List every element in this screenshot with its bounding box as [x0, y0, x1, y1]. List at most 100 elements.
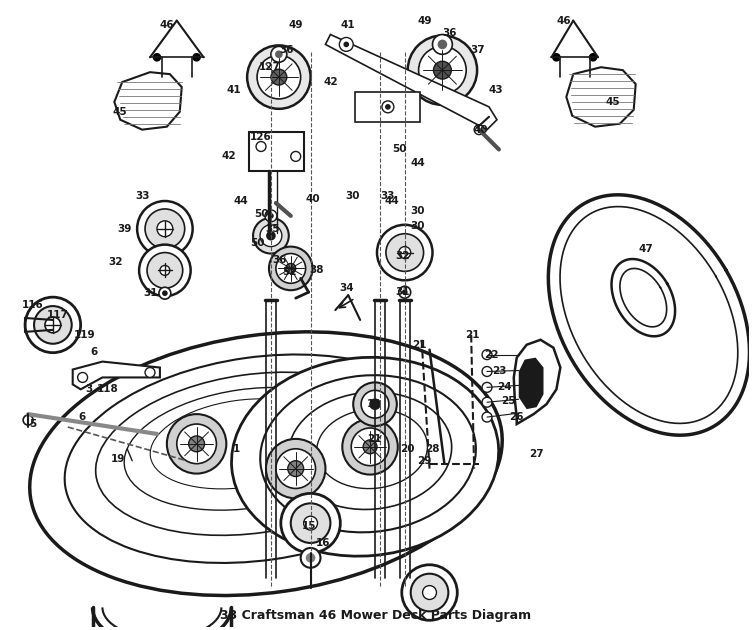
Circle shape: [189, 436, 205, 452]
Circle shape: [301, 548, 320, 568]
Text: 24: 24: [498, 382, 512, 392]
Text: 45: 45: [605, 97, 620, 107]
Polygon shape: [519, 358, 544, 409]
Circle shape: [280, 493, 341, 553]
Text: 33: 33: [135, 191, 150, 201]
Ellipse shape: [30, 332, 502, 595]
Text: 116: 116: [22, 300, 44, 310]
Text: 26: 26: [510, 412, 524, 422]
Text: 31: 31: [144, 288, 158, 298]
Circle shape: [590, 54, 596, 60]
Circle shape: [474, 125, 484, 135]
Circle shape: [271, 47, 287, 62]
Circle shape: [266, 439, 326, 498]
Circle shape: [377, 225, 432, 280]
Text: 46: 46: [159, 20, 174, 30]
Circle shape: [269, 246, 313, 290]
Circle shape: [482, 367, 492, 377]
Text: 29: 29: [417, 455, 432, 466]
Circle shape: [247, 45, 311, 109]
Circle shape: [307, 554, 314, 562]
Circle shape: [276, 253, 305, 284]
Circle shape: [432, 35, 452, 54]
Text: 49: 49: [417, 16, 432, 26]
Circle shape: [139, 244, 191, 296]
Circle shape: [269, 214, 273, 218]
Polygon shape: [566, 67, 635, 127]
Polygon shape: [73, 362, 160, 389]
Text: 35: 35: [265, 224, 280, 234]
Text: 36: 36: [280, 45, 294, 55]
Text: 32: 32: [396, 251, 410, 261]
Text: 117: 117: [47, 310, 68, 320]
Circle shape: [167, 414, 226, 474]
Circle shape: [419, 47, 466, 94]
Text: 28: 28: [425, 444, 440, 454]
Text: 36: 36: [442, 28, 456, 38]
Text: 21: 21: [367, 434, 381, 444]
Text: 42: 42: [323, 77, 338, 87]
Circle shape: [370, 399, 380, 409]
Text: 50: 50: [393, 144, 407, 154]
Circle shape: [288, 461, 304, 476]
Circle shape: [147, 253, 183, 289]
Text: 5: 5: [29, 419, 37, 429]
Circle shape: [482, 398, 492, 407]
Circle shape: [351, 428, 389, 466]
Text: 33 Craftsman 46 Mower Deck Parts Diagram: 33 Craftsman 46 Mower Deck Parts Diagram: [220, 609, 532, 622]
Text: 127: 127: [259, 62, 281, 72]
Text: 42: 42: [222, 151, 237, 161]
Text: 21: 21: [412, 340, 427, 350]
Circle shape: [403, 290, 407, 294]
Text: 40: 40: [305, 194, 320, 204]
Circle shape: [344, 42, 348, 47]
Text: 16: 16: [317, 538, 331, 548]
Circle shape: [438, 40, 447, 49]
Circle shape: [267, 232, 275, 239]
Circle shape: [271, 69, 287, 85]
Text: 30: 30: [411, 220, 425, 231]
Circle shape: [386, 105, 390, 109]
Circle shape: [553, 54, 560, 60]
Text: 22: 22: [484, 350, 499, 360]
Circle shape: [25, 297, 80, 353]
Text: 32: 32: [108, 258, 123, 268]
Text: 23: 23: [492, 367, 506, 377]
Text: 52: 52: [283, 267, 297, 277]
Circle shape: [304, 516, 317, 530]
Circle shape: [286, 263, 296, 273]
Text: 21: 21: [465, 330, 479, 340]
Text: 50: 50: [253, 209, 268, 219]
Circle shape: [160, 265, 170, 275]
Text: 31: 31: [396, 287, 410, 297]
Circle shape: [291, 503, 330, 543]
Circle shape: [482, 382, 492, 392]
Text: 39: 39: [117, 224, 132, 234]
Circle shape: [145, 209, 185, 249]
Text: 3: 3: [85, 384, 92, 394]
Circle shape: [482, 350, 492, 360]
Circle shape: [159, 287, 171, 299]
Text: 44: 44: [384, 196, 399, 206]
Text: 15: 15: [302, 521, 316, 531]
Polygon shape: [114, 72, 182, 130]
Circle shape: [157, 221, 173, 237]
Text: 30: 30: [345, 191, 359, 201]
Text: 44: 44: [234, 196, 249, 206]
Text: 40: 40: [474, 125, 488, 135]
Circle shape: [265, 210, 277, 222]
Text: 6: 6: [78, 412, 85, 422]
Circle shape: [361, 391, 389, 418]
Text: 25: 25: [502, 396, 516, 406]
Circle shape: [163, 291, 167, 295]
Polygon shape: [326, 35, 497, 130]
Text: 41: 41: [227, 85, 241, 95]
Text: 46: 46: [556, 16, 571, 26]
Text: 33: 33: [381, 191, 395, 201]
Circle shape: [145, 367, 155, 377]
Circle shape: [482, 412, 492, 422]
Text: 37: 37: [471, 45, 485, 55]
FancyBboxPatch shape: [355, 92, 420, 122]
Circle shape: [153, 54, 160, 60]
Text: 118: 118: [96, 384, 118, 394]
